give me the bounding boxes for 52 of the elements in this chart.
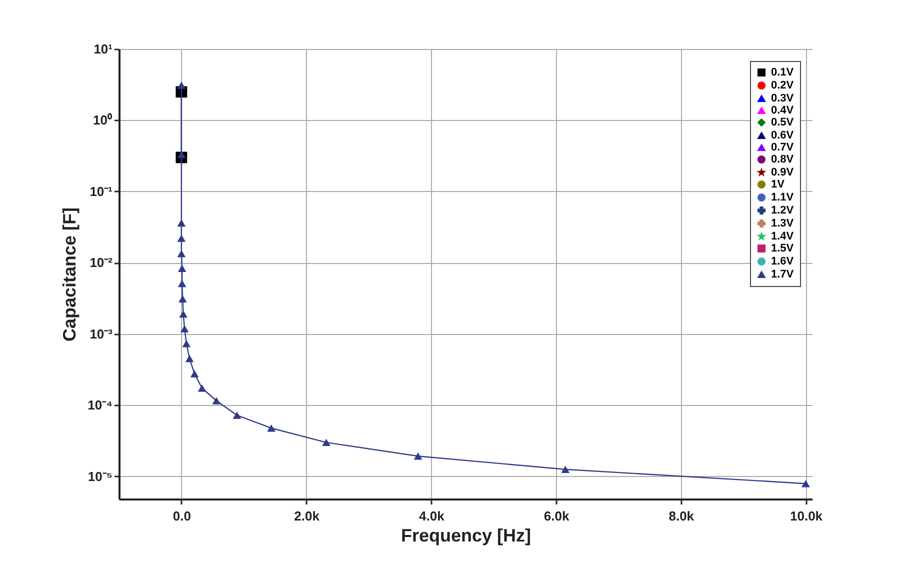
point xyxy=(414,452,422,460)
point xyxy=(185,354,194,362)
y-tick-label: 10⁻¹ xyxy=(90,184,112,199)
point xyxy=(180,325,189,332)
point xyxy=(212,397,221,404)
legend-label: 1.5V xyxy=(771,242,794,254)
y-tick-label: 10⁻⁵ xyxy=(88,468,112,484)
y-tick-label: 10¹ xyxy=(94,42,112,56)
x-tick-label: 2.0k xyxy=(294,508,320,524)
x-tick-label: 6.0k xyxy=(544,508,570,524)
point xyxy=(802,480,810,488)
x-tick-label: 8.0k xyxy=(668,508,695,524)
point xyxy=(267,424,276,432)
legend-label: 0.1V xyxy=(771,66,794,78)
point xyxy=(322,438,330,446)
legend-label: 0.2V xyxy=(771,80,794,92)
legend-label: 0.6V xyxy=(771,130,794,142)
point xyxy=(182,340,191,348)
legend-label: 1.1V xyxy=(771,192,794,204)
y-axis-title: Capacitance [F] xyxy=(60,207,80,342)
y-tick-label: 10⁰ xyxy=(93,112,112,128)
legend-label: 0.7V xyxy=(771,142,794,154)
legend-label: 1.4V xyxy=(771,230,794,242)
point xyxy=(198,384,206,392)
point xyxy=(190,370,199,378)
legend-label: 1V xyxy=(771,178,786,190)
legend-label: 0.3V xyxy=(771,92,794,104)
legend-label: 0.9V xyxy=(771,166,794,178)
x-tick-label: 10.0k xyxy=(790,508,824,524)
y-tick-label: 10⁻⁴ xyxy=(88,398,112,413)
x-axis-title: Frequency [Hz] xyxy=(400,526,532,546)
y-tick-label: 10⁻³ xyxy=(90,326,114,342)
point xyxy=(178,264,186,272)
point xyxy=(177,234,186,242)
point xyxy=(232,412,242,419)
point xyxy=(178,295,187,302)
legend-label: 1.7V xyxy=(771,268,794,280)
point xyxy=(179,310,188,318)
legend-label: 0.4V xyxy=(771,104,794,116)
legend-label: 0.5V xyxy=(771,116,794,128)
point xyxy=(178,280,186,288)
legend-label: 1.6V xyxy=(771,256,794,268)
point xyxy=(177,219,186,227)
point xyxy=(561,466,570,474)
legend-label: 1.2V xyxy=(771,204,794,216)
point xyxy=(177,82,186,89)
y-tick-label: 10⁻² xyxy=(90,255,114,270)
legend-label: 0.8V xyxy=(771,154,794,166)
point xyxy=(177,250,186,258)
legend-label: 1.3V xyxy=(771,218,794,230)
x-tick-label: 4.0k xyxy=(419,508,446,524)
x-tick-label: 0.0 xyxy=(172,508,191,524)
